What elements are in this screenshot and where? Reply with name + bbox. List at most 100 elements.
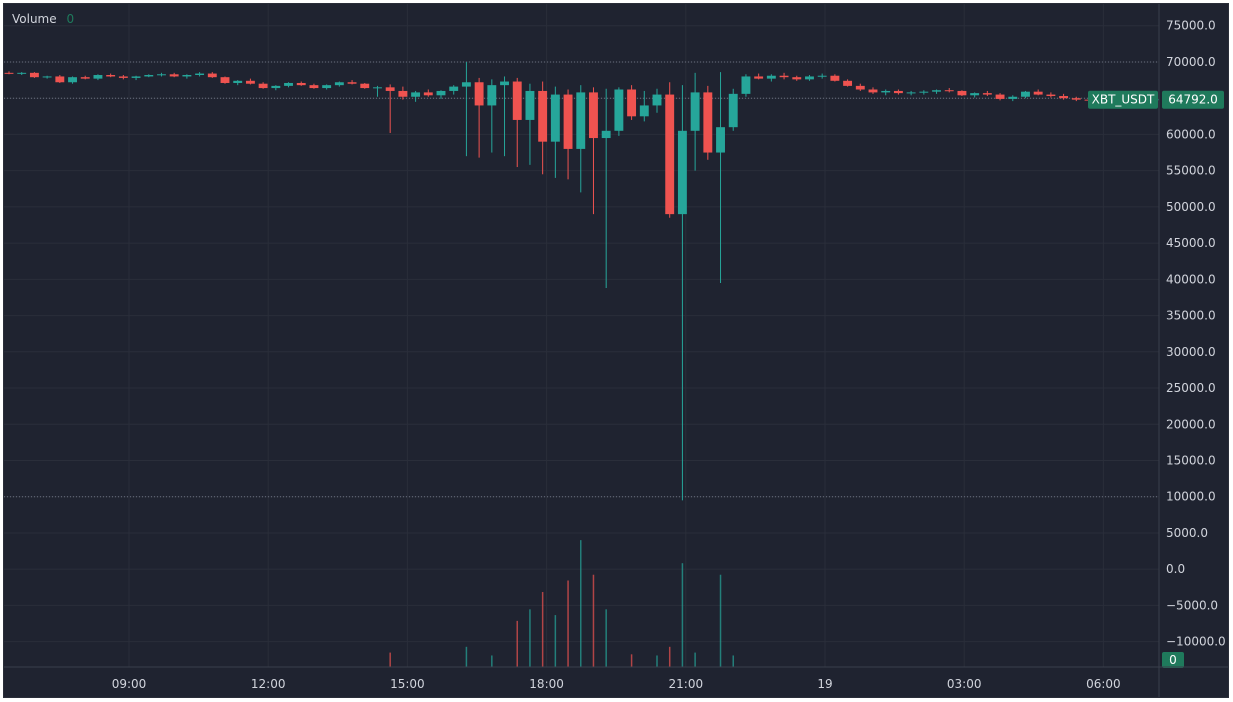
candle-body bbox=[665, 94, 675, 215]
volume-series bbox=[389, 540, 734, 667]
price-tick-label: 75000.0 bbox=[1166, 19, 1216, 33]
candle-body bbox=[792, 77, 802, 80]
price-tick-label: 50000.0 bbox=[1166, 200, 1216, 214]
candle-body bbox=[881, 90, 891, 93]
candle-body bbox=[461, 82, 471, 87]
candle-body bbox=[334, 82, 344, 86]
candle-body bbox=[360, 83, 370, 89]
chart-frame: 75000.070000.065000.060000.055000.050000… bbox=[3, 3, 1229, 698]
candle-body bbox=[55, 76, 65, 83]
candle-body bbox=[919, 91, 929, 93]
price-tick-label: 60000.0 bbox=[1166, 127, 1216, 141]
candle-body bbox=[233, 80, 243, 83]
candle-body bbox=[106, 75, 116, 77]
candle-body bbox=[1033, 91, 1043, 95]
volume-badge bbox=[1162, 652, 1184, 668]
candle-body bbox=[906, 92, 916, 94]
candle-body bbox=[728, 93, 738, 128]
price-tick-label: 5000.0 bbox=[1166, 526, 1208, 540]
candle-body bbox=[1059, 96, 1069, 99]
price-tick-label: 40000.0 bbox=[1166, 272, 1216, 286]
candle-body bbox=[80, 77, 90, 79]
candle-body bbox=[487, 85, 497, 106]
time-axis: 09:00 12:00 15:00 18:00 21:00 19 03:00 06:00 bbox=[4, 666, 1228, 691]
candle-body bbox=[398, 90, 408, 97]
candle-body bbox=[550, 94, 560, 142]
candle-body bbox=[754, 76, 764, 79]
price-tick-label: 35000.0 bbox=[1166, 309, 1216, 323]
candle-body bbox=[703, 92, 713, 153]
candle-body bbox=[17, 72, 27, 74]
candle-body bbox=[893, 90, 903, 94]
time-tick-label: 12:00 bbox=[251, 677, 286, 691]
time-tick-label: 15:00 bbox=[390, 677, 425, 691]
candle-body bbox=[195, 73, 205, 76]
candle-body bbox=[970, 93, 980, 96]
candle-body bbox=[182, 75, 192, 77]
candle-body bbox=[957, 90, 967, 96]
candle-body bbox=[563, 94, 573, 149]
legend-value: 0 bbox=[66, 12, 75, 26]
time-tick-label: 18:00 bbox=[529, 677, 564, 691]
symbol-badge bbox=[1088, 90, 1158, 109]
price-tick-label: 0.0 bbox=[1166, 562, 1185, 576]
candle-body bbox=[512, 81, 522, 120]
candle-body bbox=[944, 90, 954, 92]
time-tick-label: 19 bbox=[817, 677, 832, 691]
candle-body bbox=[766, 75, 776, 79]
candle-body bbox=[118, 76, 128, 78]
candle-body bbox=[144, 75, 154, 77]
time-tick-label: 09:00 bbox=[112, 677, 147, 691]
price-tick-label: 55000.0 bbox=[1166, 164, 1216, 178]
candle-body bbox=[805, 76, 814, 80]
price-tick-label: −10000.0 bbox=[1166, 635, 1226, 649]
last-price-badge bbox=[1162, 90, 1224, 109]
candle-body bbox=[690, 92, 700, 131]
candle-body bbox=[169, 74, 179, 77]
candle-body bbox=[436, 90, 446, 96]
candle-body bbox=[29, 72, 39, 78]
candle-body bbox=[716, 127, 725, 153]
price-axis: 75000.070000.065000.060000.055000.050000… bbox=[1088, 4, 1226, 697]
candle-body bbox=[245, 80, 255, 84]
candle-series bbox=[4, 61, 1159, 501]
candle-body bbox=[1021, 91, 1030, 97]
candle-body bbox=[322, 85, 332, 89]
candle-body bbox=[42, 76, 52, 78]
candle-body bbox=[589, 92, 598, 139]
candle-body bbox=[868, 89, 878, 93]
candle-body bbox=[385, 87, 395, 91]
legend-title: Volume bbox=[12, 12, 57, 26]
candle-body bbox=[538, 90, 548, 142]
candle-body bbox=[576, 92, 586, 149]
candle-body bbox=[131, 76, 141, 78]
candle-body bbox=[1008, 96, 1018, 99]
price-tick-label: 15000.0 bbox=[1166, 453, 1216, 467]
time-tick-label: 06:00 bbox=[1086, 677, 1121, 691]
candle-body bbox=[830, 75, 840, 81]
candle-body bbox=[220, 77, 230, 83]
price-tick-label: 70000.0 bbox=[1166, 55, 1216, 69]
candle-body bbox=[652, 94, 662, 106]
time-tick-label: 21:00 bbox=[669, 677, 704, 691]
time-tick-label: 03:00 bbox=[947, 677, 982, 691]
price-tick-label: 20000.0 bbox=[1166, 417, 1216, 431]
candle-body bbox=[855, 85, 865, 90]
candle-body bbox=[93, 75, 103, 79]
candle-body bbox=[843, 80, 853, 86]
volume-badge-label: 0 bbox=[1169, 653, 1177, 667]
candle-body bbox=[157, 74, 166, 76]
price-tick-label: 45000.0 bbox=[1166, 236, 1216, 250]
candle-body bbox=[982, 93, 992, 95]
candle-body bbox=[296, 82, 306, 86]
candle-body bbox=[4, 72, 14, 74]
candle-body bbox=[995, 94, 1005, 99]
candle-body bbox=[677, 130, 687, 215]
price-tick-label: −5000.0 bbox=[1166, 598, 1218, 612]
price-tick-label: 10000.0 bbox=[1166, 490, 1216, 504]
candle-body bbox=[525, 90, 535, 120]
candle-body bbox=[258, 83, 268, 89]
candle-body bbox=[68, 77, 77, 83]
candle-body bbox=[411, 92, 421, 97]
chart-canvas[interactable]: 75000.070000.065000.060000.055000.050000… bbox=[4, 4, 1229, 698]
